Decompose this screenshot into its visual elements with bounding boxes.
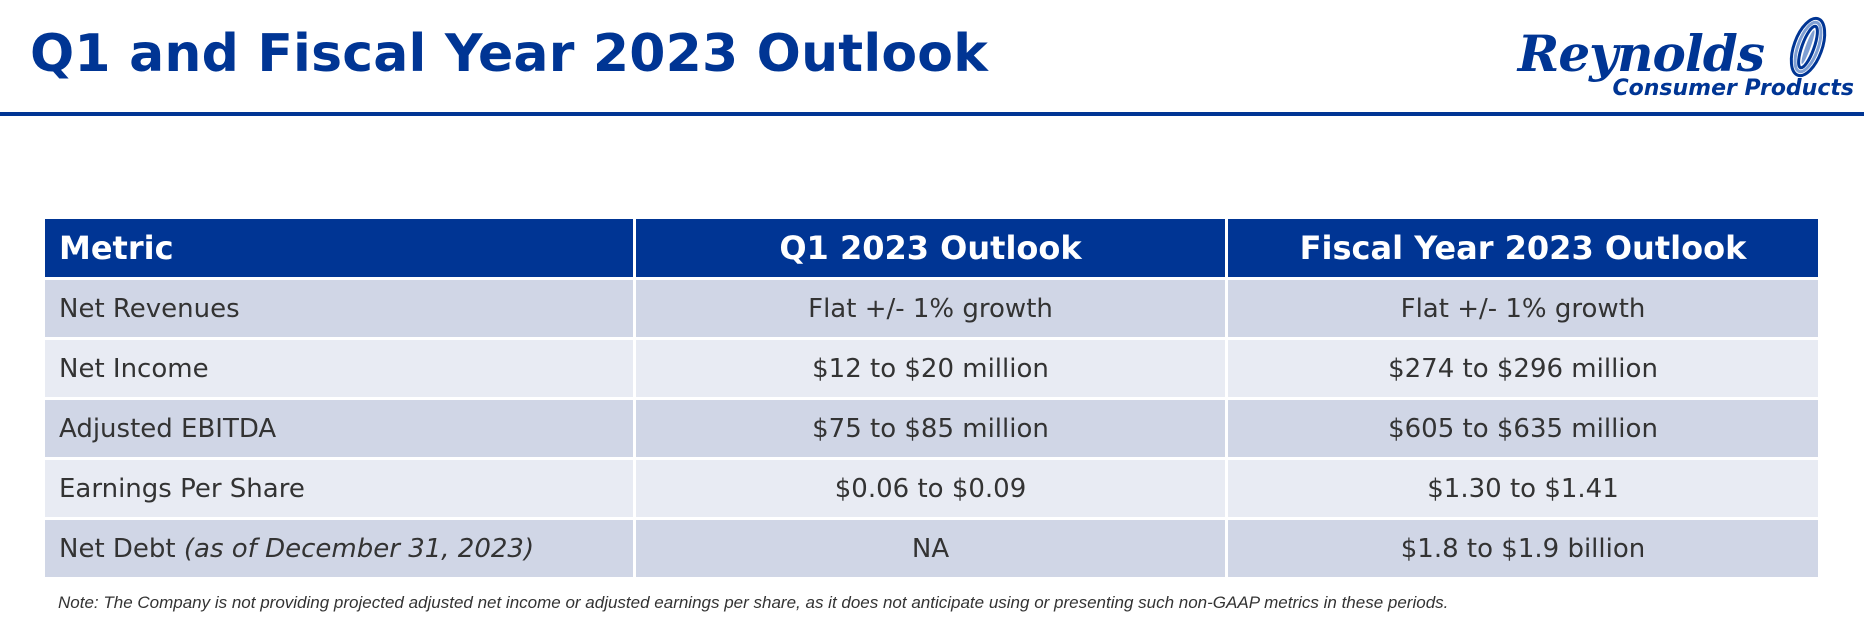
table-row: Net Revenues Flat +/- 1% growth Flat +/-… bbox=[42, 277, 1821, 340]
swoosh-icon bbox=[1789, 16, 1827, 78]
q1-value-cell: Flat +/- 1% growth bbox=[633, 277, 1228, 340]
q1-value-cell: $0.06 to $0.09 bbox=[633, 457, 1228, 520]
metric-note: (as of December 31, 2023) bbox=[183, 533, 535, 564]
table-row: Adjusted EBITDA $75 to $85 million $605 … bbox=[42, 397, 1821, 460]
metric-label: Earnings Per Share bbox=[59, 473, 305, 504]
header-metric: Metric bbox=[42, 216, 636, 280]
metric-cell: Net Debt (as of December 31, 2023) bbox=[42, 517, 636, 580]
table-row: Earnings Per Share $0.06 to $0.09 $1.30 … bbox=[42, 457, 1821, 520]
metric-label: Net Debt bbox=[59, 533, 176, 564]
reynolds-logo: Reynolds Consumer Products bbox=[1500, 12, 1860, 108]
q1-value-cell: NA bbox=[633, 517, 1228, 580]
q1-value-cell: $12 to $20 million bbox=[633, 337, 1228, 400]
footnote: Note: The Company is not providing proje… bbox=[58, 593, 1449, 612]
fy-value-cell: $1.30 to $1.41 bbox=[1225, 457, 1821, 520]
metric-label: Adjusted EBITDA bbox=[59, 413, 277, 444]
logo-wordmark: Reynolds bbox=[1517, 24, 1765, 83]
fy-value-cell: $605 to $635 million bbox=[1225, 397, 1821, 460]
outlook-table: Metric Q1 2023 Outlook Fiscal Year 2023 … bbox=[42, 216, 1821, 580]
q1-value-cell: $75 to $85 million bbox=[633, 397, 1228, 460]
metric-cell: Earnings Per Share bbox=[42, 457, 636, 520]
metric-label: Net Revenues bbox=[59, 293, 240, 324]
fy-value-cell: Flat +/- 1% growth bbox=[1225, 277, 1821, 340]
fy-value-cell: $1.8 to $1.9 billion bbox=[1225, 517, 1821, 580]
fy-value-cell: $274 to $296 million bbox=[1225, 337, 1821, 400]
table-row: Net Debt (as of December 31, 2023) NA $1… bbox=[42, 517, 1821, 580]
logo-subtitle: Consumer Products bbox=[1612, 76, 1854, 101]
metric-cell: Net Revenues bbox=[42, 277, 636, 340]
header-fy-outlook: Fiscal Year 2023 Outlook bbox=[1225, 216, 1821, 280]
metric-cell: Adjusted EBITDA bbox=[42, 397, 636, 460]
table-header-row: Metric Q1 2023 Outlook Fiscal Year 2023 … bbox=[42, 216, 1821, 280]
metric-label: Net Income bbox=[59, 353, 209, 384]
table-row: Net Income $12 to $20 million $274 to $2… bbox=[42, 337, 1821, 400]
title-divider bbox=[0, 112, 1864, 116]
header-q1-outlook: Q1 2023 Outlook bbox=[633, 216, 1228, 280]
metric-cell: Net Income bbox=[42, 337, 636, 400]
slide-title: Q1 and Fiscal Year 2023 Outlook bbox=[30, 24, 989, 84]
